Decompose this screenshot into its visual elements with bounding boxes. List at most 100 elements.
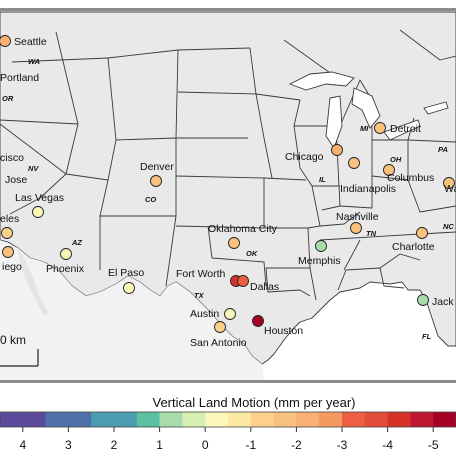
colorbar-title: Vertical Land Motion (mm per year) [152, 395, 355, 410]
station-austin[interactable] [224, 308, 236, 320]
state-label-pa: PA [438, 145, 448, 154]
station-charlotte[interactable] [416, 227, 428, 239]
colorbar-bin-5 [114, 412, 138, 427]
station-houston[interactable] [252, 315, 264, 327]
city-label-el-paso: El Paso [108, 267, 144, 279]
state-label-wa: WA [28, 57, 40, 66]
lake-huron [351, 87, 381, 129]
station-dallas[interactable] [237, 275, 249, 287]
map-top-frame [0, 8, 456, 11]
scale-bar: 0 km [0, 333, 39, 367]
colorbar-bin-4 [91, 412, 115, 427]
colorbar-ticks: 4 3 2 1 0 -1 -2 -3 -4 -5 [19, 427, 439, 452]
city-label-denver: Denver [140, 161, 174, 173]
city-label-columbus: Columbus [387, 172, 434, 184]
lake-superior [288, 71, 355, 91]
city-label-dallas: Dallas [250, 281, 279, 293]
lake-ontario [423, 101, 449, 115]
colorbar-bin-19 [433, 412, 456, 427]
colorbar-bin-1 [22, 412, 47, 427]
colorbar-bins [0, 411, 456, 428]
city-label-san-diego: iego [2, 261, 22, 273]
station-columbus[interactable] [383, 164, 395, 176]
station-memphis[interactable] [315, 240, 327, 252]
colorbar-bin-18 [410, 412, 434, 427]
city-label-houston: Houston [264, 325, 303, 337]
colorbar-bin-10 [228, 412, 252, 427]
colorbar: Vertical Land Motion (mm per year) 4 3 2 1 0… [0, 395, 456, 452]
city-label-oklahoma-city: Oklahoma City [208, 223, 278, 235]
station-oklahoma-city[interactable] [228, 237, 240, 249]
station-washington[interactable] [443, 177, 455, 189]
city-label-seattle: Seattle [14, 36, 47, 48]
city-label-san-antonio: San Antonio [190, 337, 247, 349]
colorbar-bin-11 [250, 412, 275, 427]
lake-michigan [325, 95, 343, 149]
state-labels: WA OR NV CO AZ OK TX IN MI OH PA TN NC F… [2, 57, 454, 341]
city-label-austin: Austin [190, 308, 219, 320]
city-label-memphis: Memphis [298, 255, 341, 267]
city-label-washington: Wa [444, 183, 456, 195]
colorbar-tick-label-7: -3 [337, 438, 348, 452]
state-label-tx: TX [194, 291, 205, 300]
state-label-oh: OH [390, 155, 402, 164]
colorbar-bin-8 [182, 412, 206, 427]
station-seattle[interactable] [0, 35, 11, 47]
station-markers [0, 35, 455, 333]
colorbar-tick-label-5: -1 [245, 438, 256, 452]
station-chicago[interactable] [331, 144, 343, 156]
lake-erie [383, 119, 421, 141]
colorbar-tick-label-0: 4 [19, 438, 26, 452]
city-label-san-jose: Jose [5, 174, 27, 186]
city-label-indianapolis: Indianapolis [340, 183, 396, 195]
city-label-chicago: Chicago [285, 151, 324, 163]
city-label-las-vegas: Las Vegas [15, 192, 64, 204]
mexico-land [0, 240, 264, 380]
station-jacksonville[interactable] [417, 294, 429, 306]
city-label-portland: Portland [0, 72, 39, 84]
state-label-il: IL [319, 175, 326, 184]
colorbar-bin-12 [273, 412, 297, 427]
station-phoenix[interactable] [60, 248, 72, 260]
state-label-tn: TN [366, 229, 377, 238]
state-label-fl: FL [422, 332, 432, 341]
state-label-nc: NC [443, 222, 454, 231]
city-label-jacksonville: Jack [432, 296, 454, 308]
station-san-antonio[interactable] [214, 321, 226, 333]
station-denver[interactable] [150, 175, 162, 187]
colorbar-bin-2 [45, 412, 69, 427]
colorbar-tick-label-6: -2 [291, 438, 302, 452]
station-san-diego[interactable] [2, 246, 14, 258]
state-label-ok: OK [246, 249, 258, 258]
colorbar-outline [0, 411, 456, 428]
colorbar-tick-label-2: 2 [111, 438, 118, 452]
city-label-detroit: Detroit [390, 123, 421, 135]
city-label-nashville: Nashville [336, 211, 379, 223]
state-borders [0, 29, 456, 301]
colorbar-bin-16 [364, 412, 389, 427]
baja-peninsula [18, 248, 48, 316]
colorbar-tick-label-1: 3 [65, 438, 72, 452]
station-nashville[interactable] [350, 222, 362, 234]
city-label-los-angeles: eles [0, 213, 19, 225]
city-label-san-francisco: cisco [0, 152, 24, 164]
station-indianapolis[interactable] [348, 157, 360, 169]
map-bottom-frame [0, 380, 456, 383]
colorbar-bin-6 [136, 412, 161, 427]
city-label-phoenix: Phoenix [46, 263, 85, 275]
station-los-angeles[interactable] [1, 227, 13, 239]
colorbar-bin-13 [296, 412, 320, 427]
colorbar-tick-label-3: 1 [156, 438, 163, 452]
station-el-paso[interactable] [123, 282, 135, 294]
colorbar-bin-15 [342, 412, 366, 427]
state-label-az: AZ [71, 238, 82, 247]
state-label-nv: NV [28, 164, 39, 173]
great-lakes [288, 71, 449, 149]
colorbar-bin-9 [205, 412, 229, 427]
station-detroit[interactable] [374, 122, 386, 134]
station-las-vegas[interactable] [32, 206, 44, 218]
colorbar-bin-0 [0, 412, 24, 427]
colorbar-bin-17 [387, 412, 411, 427]
colorbar-tick-label-8: -4 [382, 438, 393, 452]
